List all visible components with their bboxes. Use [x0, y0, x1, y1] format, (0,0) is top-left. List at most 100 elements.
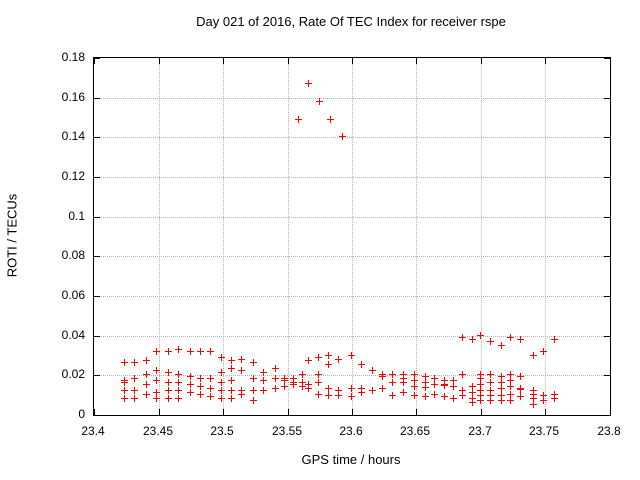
data-point — [506, 371, 514, 379]
data-point — [164, 347, 172, 355]
y-tick-label: 0.06 — [61, 288, 85, 302]
data-point — [529, 395, 537, 403]
data-point — [250, 397, 257, 405]
data-point — [327, 115, 335, 123]
y-tick-label: 0.14 — [61, 129, 85, 143]
data-point — [238, 355, 246, 363]
data-point — [411, 392, 419, 400]
data-point — [250, 359, 257, 367]
data-point — [430, 381, 438, 389]
data-point — [358, 385, 366, 393]
data-point — [550, 395, 558, 403]
data-point — [290, 375, 297, 383]
data-point — [368, 367, 376, 375]
data-point — [280, 383, 288, 391]
data-point — [164, 369, 172, 377]
data-point — [411, 377, 419, 385]
data-point — [260, 387, 268, 395]
data-point — [477, 397, 484, 405]
data-point — [153, 395, 161, 403]
data-point — [399, 375, 407, 383]
data-point — [540, 347, 548, 355]
data-point — [487, 392, 495, 400]
data-point — [540, 392, 548, 400]
y-tick — [604, 217, 610, 218]
data-point — [305, 357, 313, 365]
x-tick — [545, 409, 546, 415]
x-tick-label: 23.65 — [399, 424, 431, 438]
data-point — [440, 393, 448, 401]
data-point — [477, 392, 484, 400]
data-point — [271, 375, 279, 383]
data-point — [217, 387, 225, 395]
data-point — [477, 387, 484, 395]
y-tick — [604, 296, 610, 297]
data-point — [186, 381, 194, 389]
data-point — [389, 371, 397, 379]
data-point — [207, 385, 215, 393]
data-point — [153, 377, 161, 385]
data-point — [197, 375, 205, 383]
x-tick-label: 23.45 — [142, 424, 174, 438]
data-point — [121, 379, 128, 387]
x-tick — [610, 409, 611, 415]
x-tick — [94, 58, 95, 64]
data-point — [207, 375, 215, 383]
data-point — [411, 383, 419, 391]
data-point — [477, 371, 484, 379]
x-tick-label: 23.8 — [597, 424, 621, 438]
data-point — [449, 383, 457, 391]
data-point — [550, 391, 558, 399]
gridline-vertical — [288, 58, 289, 415]
data-point — [540, 397, 548, 405]
data-point — [186, 373, 194, 381]
data-point — [314, 353, 322, 361]
data-point — [529, 351, 537, 359]
data-point — [517, 335, 524, 343]
data-point — [295, 115, 303, 123]
data-point — [469, 335, 477, 343]
y-tick — [94, 137, 100, 138]
y-tick — [94, 375, 100, 376]
data-point — [324, 392, 332, 400]
x-tick — [159, 409, 160, 415]
data-point — [517, 393, 524, 401]
data-point — [314, 391, 322, 399]
y-tick-label: 0.12 — [61, 169, 85, 183]
x-tick — [223, 58, 224, 64]
data-point — [477, 331, 484, 339]
data-point — [506, 333, 514, 341]
data-point — [197, 391, 205, 399]
data-point — [487, 387, 495, 395]
data-point — [430, 391, 438, 399]
data-point — [449, 395, 457, 403]
data-point — [305, 79, 313, 87]
data-point — [358, 361, 366, 369]
data-point — [260, 369, 268, 377]
data-point — [142, 357, 150, 365]
data-point — [506, 397, 514, 405]
data-point — [153, 367, 161, 375]
data-point — [469, 399, 477, 407]
data-point — [335, 355, 343, 363]
data-point — [175, 379, 183, 387]
data-point — [421, 393, 429, 401]
y-tick — [604, 375, 610, 376]
data-point — [324, 351, 332, 359]
data-point — [458, 387, 466, 395]
x-tick-label: 23.4 — [81, 424, 105, 438]
x-tick-label: 23.6 — [339, 424, 363, 438]
data-point — [487, 371, 495, 379]
data-point — [271, 365, 279, 373]
data-point — [348, 393, 355, 401]
data-point — [197, 347, 205, 355]
data-point — [411, 371, 419, 379]
data-point — [324, 361, 332, 369]
data-point — [358, 389, 366, 397]
data-point — [517, 385, 524, 393]
plot-area — [93, 57, 611, 416]
data-point — [506, 377, 514, 385]
data-point — [207, 393, 215, 401]
y-tick — [94, 98, 100, 99]
